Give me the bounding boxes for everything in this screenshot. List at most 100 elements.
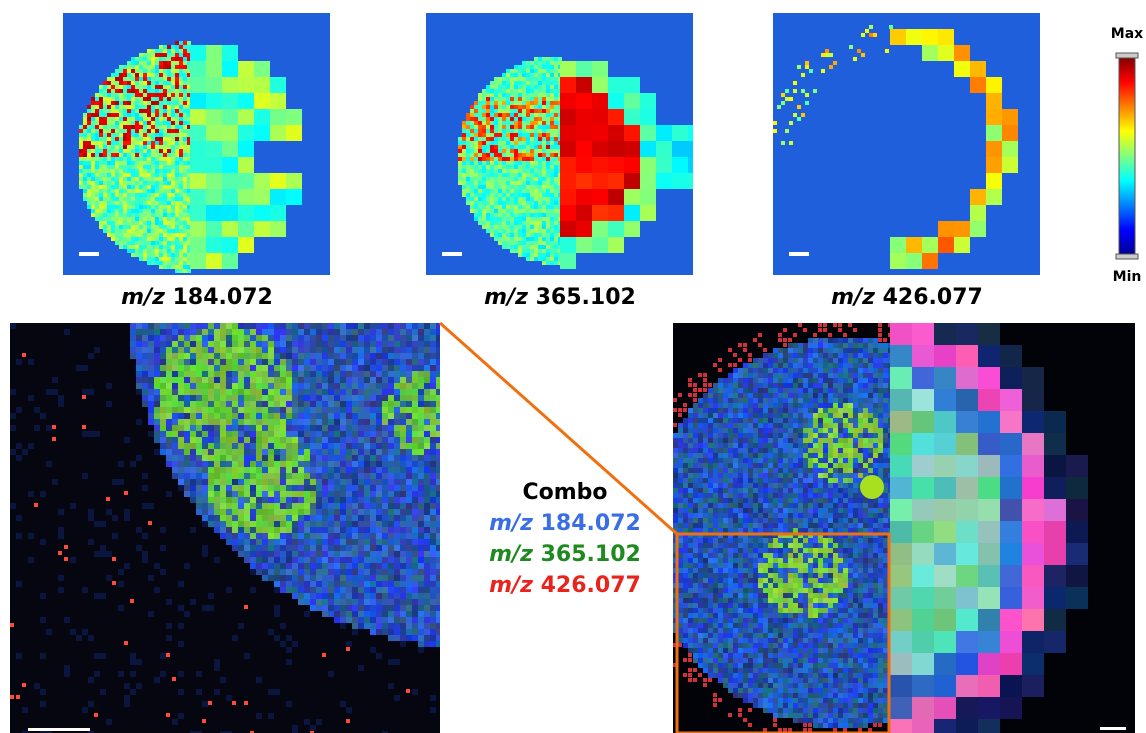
pixel xyxy=(518,117,522,121)
pixel xyxy=(91,101,95,105)
pixel xyxy=(151,69,155,73)
pixel xyxy=(624,189,640,205)
pixel xyxy=(322,581,328,587)
pixel xyxy=(147,173,151,177)
pixel xyxy=(123,73,127,77)
pixel xyxy=(220,467,226,473)
pixel xyxy=(142,389,148,395)
pixel xyxy=(286,473,292,479)
pixel xyxy=(183,145,187,149)
pixel xyxy=(159,101,163,105)
pixel xyxy=(154,449,160,455)
pixel xyxy=(376,443,382,449)
pixel xyxy=(322,509,328,515)
pixel xyxy=(131,129,135,133)
pixel xyxy=(286,449,292,455)
pixel xyxy=(526,169,530,173)
pixel xyxy=(183,173,187,177)
pixel xyxy=(352,347,358,353)
pixel xyxy=(494,225,498,229)
pixel xyxy=(322,335,328,341)
pixel xyxy=(87,173,91,177)
pixel xyxy=(346,503,352,509)
pixel xyxy=(510,177,514,181)
pixel xyxy=(159,145,163,149)
pixel xyxy=(119,161,123,165)
pixel xyxy=(196,503,202,509)
pixel xyxy=(220,407,226,413)
pixel xyxy=(262,323,268,329)
pixel xyxy=(183,181,187,185)
pixel xyxy=(328,479,334,485)
pixel xyxy=(171,53,175,57)
pixel xyxy=(328,569,334,575)
pixel xyxy=(262,479,268,485)
pixel xyxy=(232,497,238,503)
pixel xyxy=(538,133,542,137)
pixel xyxy=(486,133,490,137)
pixel xyxy=(526,113,530,117)
pixel xyxy=(538,73,542,77)
pixel xyxy=(430,335,436,341)
pixel xyxy=(220,491,226,497)
pixel xyxy=(155,253,159,257)
pixel xyxy=(530,213,534,217)
pixel xyxy=(861,53,865,57)
pixel xyxy=(364,467,370,473)
pixel xyxy=(538,253,542,257)
pixel xyxy=(526,233,530,237)
pixel xyxy=(127,157,131,161)
pixel xyxy=(179,213,183,217)
pixel xyxy=(107,89,111,93)
pixel xyxy=(160,413,166,419)
pixel xyxy=(190,93,206,109)
pixel xyxy=(546,253,550,257)
pixel xyxy=(163,65,167,69)
pixel xyxy=(103,129,107,133)
pixel xyxy=(232,401,238,407)
pixel xyxy=(147,69,151,73)
pixel xyxy=(514,213,518,217)
pixel xyxy=(406,419,412,425)
pixel xyxy=(183,41,187,45)
pixel xyxy=(370,407,376,413)
pixel xyxy=(424,377,430,383)
pixel xyxy=(412,383,418,389)
pixel xyxy=(88,431,94,437)
pixel xyxy=(462,193,466,197)
pixel xyxy=(196,377,202,383)
pixel xyxy=(310,389,316,395)
pixel xyxy=(171,57,175,61)
pixel xyxy=(183,53,187,57)
pixel xyxy=(474,177,478,181)
pixel xyxy=(232,335,238,341)
pixel xyxy=(244,533,250,539)
pixel xyxy=(262,449,268,455)
pixel xyxy=(550,181,554,185)
pixel xyxy=(159,149,163,153)
pixel xyxy=(530,61,534,65)
pixel xyxy=(298,431,304,437)
pixel xyxy=(16,443,22,449)
pixel xyxy=(502,157,506,161)
pixel xyxy=(546,149,550,153)
pixel xyxy=(208,491,214,497)
pixel xyxy=(232,485,238,491)
pixel xyxy=(514,101,518,105)
pixel xyxy=(518,141,522,145)
pixel xyxy=(222,221,238,237)
pixel xyxy=(482,137,486,141)
pixel xyxy=(159,169,163,173)
pixel xyxy=(111,133,115,137)
pixel xyxy=(394,371,400,377)
pixel xyxy=(510,181,514,185)
pixel xyxy=(346,395,352,401)
pixel xyxy=(127,173,131,177)
pixel xyxy=(522,253,526,257)
pixel xyxy=(226,341,232,347)
pixel xyxy=(155,137,159,141)
pixel xyxy=(506,77,510,81)
pixel xyxy=(111,209,115,213)
pixel xyxy=(159,65,163,69)
pixel xyxy=(148,377,154,383)
